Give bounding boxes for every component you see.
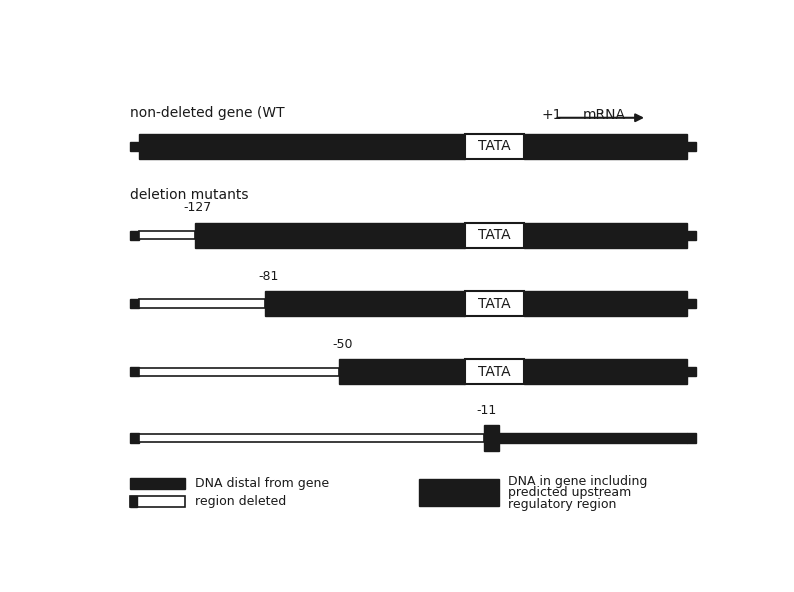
Bar (524, 223, 687, 247)
Bar (465, 134, 524, 159)
Bar (139, 300, 265, 308)
Bar (687, 299, 696, 308)
Bar (130, 230, 139, 240)
Text: DNA in gene including: DNA in gene including (508, 475, 648, 488)
Bar (130, 299, 139, 308)
Text: deletion mutants: deletion mutants (130, 188, 249, 202)
Bar (130, 141, 139, 151)
Bar (139, 134, 465, 159)
Text: -81: -81 (258, 270, 279, 283)
Bar (465, 223, 524, 247)
Text: regulatory region: regulatory region (508, 498, 617, 510)
Bar (687, 433, 696, 443)
Bar (524, 291, 687, 316)
Bar (419, 479, 499, 507)
Text: predicted upstream: predicted upstream (508, 486, 632, 499)
Bar (139, 231, 195, 239)
Bar (687, 141, 696, 151)
Text: TATA: TATA (478, 139, 511, 153)
Text: TATA: TATA (478, 297, 511, 311)
Text: -11: -11 (476, 404, 497, 417)
Text: region deleted: region deleted (195, 496, 286, 509)
Bar (130, 497, 186, 507)
Bar (499, 433, 687, 443)
Text: +1: +1 (542, 108, 562, 123)
Bar (265, 291, 465, 316)
Bar (130, 367, 139, 377)
Bar (139, 434, 484, 442)
Bar (687, 367, 696, 377)
Bar (524, 134, 687, 159)
Bar (339, 359, 465, 384)
Bar (130, 433, 139, 443)
Text: DNA distal from gene: DNA distal from gene (195, 477, 329, 490)
Bar (139, 368, 339, 376)
Text: -50: -50 (332, 338, 353, 351)
Text: mRNA: mRNA (582, 108, 626, 123)
Bar (465, 359, 524, 384)
Text: TATA: TATA (478, 365, 511, 379)
Bar (130, 478, 186, 489)
Text: TATA: TATA (478, 228, 511, 242)
Bar (687, 230, 696, 240)
Bar (130, 497, 137, 507)
Text: -127: -127 (183, 201, 212, 214)
Bar (465, 291, 524, 316)
Bar (524, 359, 687, 384)
Bar (195, 223, 465, 247)
Bar (484, 426, 499, 451)
Text: non-deleted gene (WT: non-deleted gene (WT (130, 106, 284, 120)
